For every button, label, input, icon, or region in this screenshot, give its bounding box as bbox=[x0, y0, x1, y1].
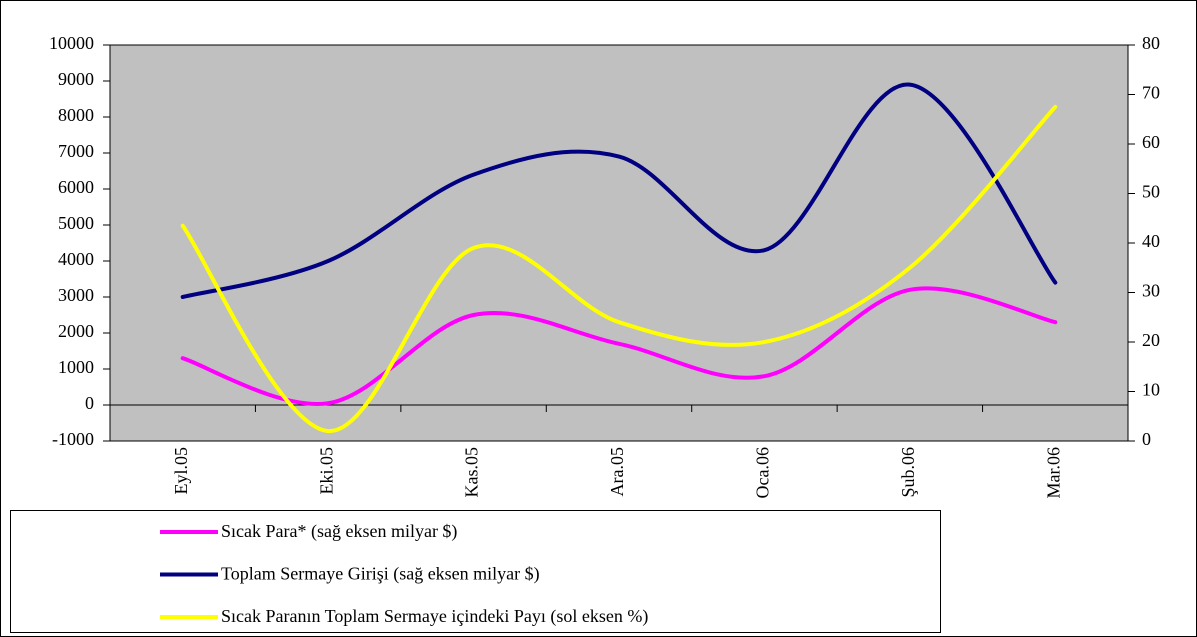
x-tick-label: Kas.05 bbox=[462, 447, 482, 498]
y2-tick-label: 30 bbox=[1142, 281, 1160, 301]
x-tick-label: Eki.05 bbox=[316, 447, 336, 495]
y2-tick-label: 80 bbox=[1142, 33, 1160, 53]
series-line bbox=[180, 286, 1058, 406]
x-tick-label: Oca.06 bbox=[753, 447, 773, 498]
legend-label: Sıcak Paranın Toplam Sermaye içindeki Pa… bbox=[221, 606, 648, 627]
y-tick-label: 2000 bbox=[58, 321, 94, 341]
x-tick-label: Eyl.05 bbox=[171, 447, 191, 495]
legend-label: Toplam Sermaye Girişi (sağ eksen milyar … bbox=[221, 564, 540, 585]
series-line bbox=[180, 104, 1058, 434]
series-line bbox=[180, 82, 1058, 299]
y-tick-label: -1000 bbox=[52, 429, 94, 449]
y-tick-label: 4000 bbox=[58, 249, 94, 269]
y2-tick-label: 0 bbox=[1142, 429, 1151, 449]
x-tick-label: Şub.06 bbox=[898, 447, 918, 498]
y-tick-label: 10000 bbox=[49, 33, 94, 53]
y2-tick-label: 60 bbox=[1142, 132, 1160, 152]
y2-tick-label: 10 bbox=[1142, 380, 1160, 400]
x-tick-label: Mar.06 bbox=[1043, 447, 1063, 499]
y2-tick-label: 50 bbox=[1142, 182, 1160, 202]
y-tick-label: 9000 bbox=[58, 69, 94, 89]
y-tick-label: 3000 bbox=[58, 285, 94, 305]
y-tick-label: 5000 bbox=[58, 213, 94, 233]
y2-tick-label: 20 bbox=[1142, 330, 1160, 350]
y-tick-label: 8000 bbox=[58, 105, 94, 125]
x-tick-label: Ara.05 bbox=[607, 447, 627, 496]
y-tick-label: 0 bbox=[85, 393, 94, 413]
y-tick-label: 6000 bbox=[58, 177, 94, 197]
y-tick-label: 7000 bbox=[58, 141, 94, 161]
y2-tick-label: 40 bbox=[1142, 231, 1160, 251]
legend-label: Sıcak Para* (sağ eksen milyar $) bbox=[221, 521, 457, 542]
y-tick-label: 1000 bbox=[58, 357, 94, 377]
plot-area bbox=[109, 44, 1129, 442]
y2-tick-label: 70 bbox=[1142, 83, 1160, 103]
